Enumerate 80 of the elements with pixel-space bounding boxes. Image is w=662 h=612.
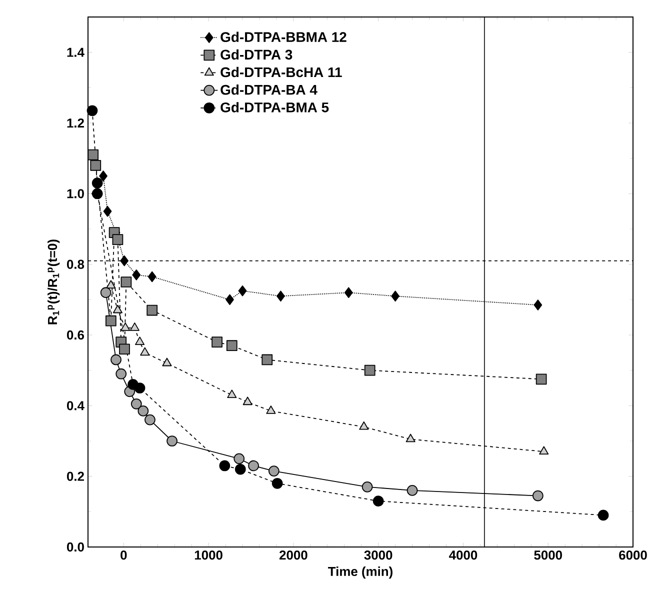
point	[88, 149, 99, 160]
y-tick-label: 0.0	[66, 542, 84, 552]
legend-label: Gd-DTPA-BBMA 12	[220, 32, 346, 42]
point	[116, 368, 127, 380]
point	[359, 421, 369, 430]
point	[148, 271, 156, 282]
x-tick-label: 6000	[619, 550, 647, 560]
point	[92, 188, 103, 200]
point	[144, 414, 156, 426]
point	[534, 300, 542, 310]
point	[364, 364, 376, 376]
point	[227, 390, 237, 398]
x-axis-title: Time (min)	[328, 566, 392, 579]
point	[598, 510, 609, 521]
point	[120, 322, 130, 331]
point	[120, 276, 132, 288]
point	[532, 490, 544, 502]
point	[372, 496, 384, 506]
point	[99, 170, 108, 182]
point	[362, 482, 373, 492]
y-axis-title: R$_{1}$$^{p}$(t)/R$_{1}$$^{p}$(t=0)	[48, 240, 60, 324]
y-tick-label: 0.4	[66, 401, 84, 410]
x-tick-label: 5000	[534, 550, 562, 560]
point	[112, 304, 122, 314]
point	[103, 206, 112, 217]
point	[268, 466, 280, 476]
point	[234, 453, 245, 464]
point	[242, 396, 252, 406]
point	[238, 285, 247, 296]
x-tick-label: 0	[120, 550, 127, 560]
point	[539, 446, 549, 455]
point	[119, 344, 130, 355]
point	[536, 374, 547, 385]
legend-label: Gd-DTPA-BMA 5	[220, 102, 329, 112]
y-tick-label: 0.2	[66, 472, 84, 481]
point	[272, 478, 283, 489]
point	[130, 322, 140, 331]
point	[391, 290, 400, 302]
point	[406, 434, 416, 442]
point	[138, 406, 149, 416]
point	[112, 234, 124, 246]
point	[135, 336, 145, 346]
y-tick-label: 0.8	[66, 260, 84, 269]
point	[140, 347, 150, 356]
y-tick-label: 1.2	[67, 118, 84, 128]
point	[120, 255, 129, 266]
point	[130, 398, 142, 410]
point	[226, 294, 234, 306]
y-tick-label: 1.0	[67, 189, 84, 198]
point	[276, 290, 285, 302]
x-tick-label: 2000	[279, 550, 308, 560]
x-tick-label: 1000	[194, 550, 222, 560]
point	[262, 354, 273, 366]
point	[219, 460, 230, 472]
legend-label: Gd-DTPA 3	[220, 49, 292, 60]
point	[100, 287, 112, 298]
point	[92, 178, 103, 188]
legend-label: Gd-DTPA-BA 4	[220, 84, 318, 95]
point	[134, 382, 146, 394]
point	[105, 315, 116, 326]
point	[106, 280, 116, 288]
legend-label: Gd-DTPA-BcHA 11	[220, 66, 342, 78]
point	[226, 340, 238, 352]
point	[166, 436, 178, 446]
x-tick-label: 3000	[364, 550, 392, 560]
point	[110, 354, 122, 366]
point	[146, 304, 158, 316]
y-tick-label: 1.4	[67, 48, 84, 57]
point	[132, 270, 141, 280]
point	[212, 336, 222, 348]
point	[344, 287, 353, 298]
y-tick-label: 0.6	[66, 330, 84, 340]
point	[234, 464, 246, 475]
point	[406, 485, 418, 496]
point	[86, 105, 98, 116]
point	[162, 358, 172, 366]
point	[90, 160, 102, 171]
point	[266, 406, 276, 414]
x-tick-label: 4000	[449, 550, 478, 560]
point	[248, 460, 259, 472]
